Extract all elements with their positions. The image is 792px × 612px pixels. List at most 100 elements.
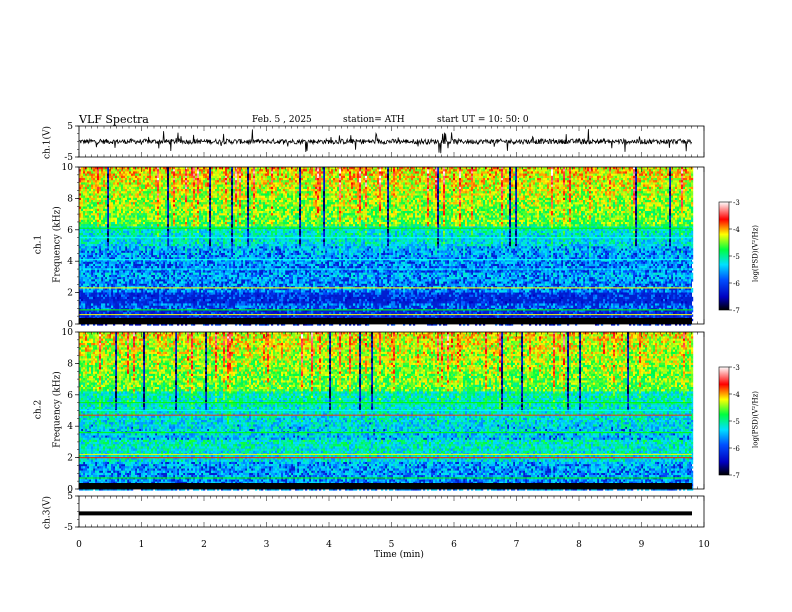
spectrogram-cell bbox=[89, 290, 91, 292]
spectrogram-cell bbox=[141, 224, 143, 226]
spectrogram-cell bbox=[161, 303, 163, 305]
spectrogram-cell bbox=[131, 264, 133, 266]
spectrogram-cell bbox=[93, 275, 95, 277]
spectrogram-cell bbox=[117, 290, 119, 292]
spectrogram-cell bbox=[85, 233, 87, 235]
spectrogram-cell bbox=[83, 176, 85, 178]
spectrogram-cell bbox=[131, 248, 133, 250]
spectrogram-cell bbox=[101, 196, 103, 198]
spectrogram-cell bbox=[173, 171, 175, 173]
spectrogram-cell bbox=[149, 253, 151, 255]
spectrogram-cell bbox=[119, 290, 121, 292]
spectrogram-cell bbox=[105, 185, 107, 187]
spectrogram-cell bbox=[99, 196, 101, 198]
spectrogram-cell bbox=[139, 244, 141, 246]
spectrogram-cell bbox=[125, 299, 127, 301]
spectrogram-cell bbox=[91, 266, 93, 268]
spectrogram-cell bbox=[87, 270, 89, 272]
spectrogram-cell bbox=[83, 299, 85, 301]
spectrogram-cell bbox=[125, 218, 127, 220]
spectrogram-cell bbox=[101, 185, 103, 187]
spectrogram-cell bbox=[103, 246, 105, 248]
spectrogram-cell bbox=[135, 253, 137, 255]
spectrogram-cell bbox=[159, 242, 161, 244]
spectrogram-cell bbox=[155, 255, 157, 257]
spectrogram-cell bbox=[113, 187, 115, 189]
spectrogram-cell bbox=[95, 204, 97, 206]
spectrogram-cell bbox=[113, 213, 115, 215]
spectrogram-cell bbox=[173, 198, 175, 200]
spectrogram-cell bbox=[165, 231, 167, 233]
spectrogram-cell bbox=[103, 220, 105, 222]
spectrogram-cell bbox=[149, 193, 151, 195]
spectrogram-cell bbox=[111, 253, 113, 255]
spectrogram-cell bbox=[119, 200, 121, 202]
spectrogram-cell bbox=[127, 171, 129, 173]
spectrogram-cell bbox=[85, 277, 87, 279]
spectrogram-cell bbox=[113, 284, 115, 286]
spectrogram-cell bbox=[145, 244, 147, 246]
spectrogram-cell bbox=[91, 198, 93, 200]
spectrogram-cell bbox=[81, 178, 83, 180]
spectrogram-cell bbox=[113, 266, 115, 268]
spectrogram-cell bbox=[149, 213, 151, 215]
spectrogram-cell bbox=[101, 240, 103, 242]
spectrogram-cell bbox=[83, 281, 85, 283]
spectrogram-cell bbox=[105, 174, 107, 176]
spectrogram-cell bbox=[91, 191, 93, 193]
spectrogram-cell bbox=[149, 209, 151, 211]
spectrogram-cell bbox=[161, 233, 163, 235]
spectrogram-cell bbox=[149, 198, 151, 200]
spectrogram-cell bbox=[113, 246, 115, 248]
spectrogram-cell bbox=[111, 211, 113, 213]
spectrogram-cell bbox=[161, 264, 163, 266]
spectrogram-cell bbox=[159, 220, 161, 222]
spectrogram-cell bbox=[113, 200, 115, 202]
spectrogram-cell bbox=[143, 211, 145, 213]
spectrogram-cell bbox=[85, 244, 87, 246]
spectrogram-cell bbox=[173, 202, 175, 204]
spectrogram-cell bbox=[165, 303, 167, 305]
spectrogram-cell bbox=[91, 303, 93, 305]
spectrogram-cell bbox=[109, 224, 111, 226]
spectrogram-cell bbox=[169, 187, 171, 189]
spectrogram-cell bbox=[133, 301, 135, 303]
spectrogram-cell bbox=[137, 290, 139, 292]
spectrogram-cell bbox=[157, 299, 159, 301]
spectrogram-cell bbox=[131, 220, 133, 222]
spectrogram-cell bbox=[133, 244, 135, 246]
spectrogram-cell bbox=[135, 218, 137, 220]
spectrogram-cell bbox=[107, 251, 109, 253]
spectrogram-cell bbox=[153, 182, 155, 184]
spectrogram-cell bbox=[123, 264, 125, 266]
spectrogram-cell bbox=[131, 224, 133, 226]
spectrogram-cell bbox=[97, 202, 99, 204]
spectrogram-cell bbox=[155, 270, 157, 272]
spectrogram-cell bbox=[105, 215, 107, 217]
spectrogram-cell bbox=[105, 209, 107, 211]
spectrogram-cell bbox=[125, 251, 127, 253]
spectrogram-cell bbox=[127, 279, 129, 281]
spectrogram-cell bbox=[83, 222, 85, 224]
spectrogram-cell bbox=[139, 255, 141, 257]
spectrogram-cell bbox=[139, 169, 141, 171]
spectrogram-cell bbox=[113, 224, 115, 226]
spectrogram-cell bbox=[93, 193, 95, 195]
spectrogram-cell bbox=[99, 270, 101, 272]
spectrogram-cell bbox=[115, 284, 117, 286]
spectrogram-cell bbox=[155, 266, 157, 268]
spectrogram-cell bbox=[157, 224, 159, 226]
spectrogram-cell bbox=[103, 187, 105, 189]
spectrogram-cell bbox=[123, 193, 125, 195]
spectrogram-cell bbox=[103, 218, 105, 220]
spectrogram-cell bbox=[85, 187, 87, 189]
spectrogram-cell bbox=[139, 231, 141, 233]
spectrogram-cell bbox=[89, 248, 91, 250]
spectrogram-cell bbox=[153, 198, 155, 200]
spectrogram-cell bbox=[157, 196, 159, 198]
spectrogram-cell bbox=[129, 255, 131, 257]
spectrogram-cell bbox=[103, 251, 105, 253]
spectrogram-cell bbox=[153, 253, 155, 255]
spectrogram-cell bbox=[169, 200, 171, 202]
spectrogram-cell bbox=[121, 297, 123, 299]
